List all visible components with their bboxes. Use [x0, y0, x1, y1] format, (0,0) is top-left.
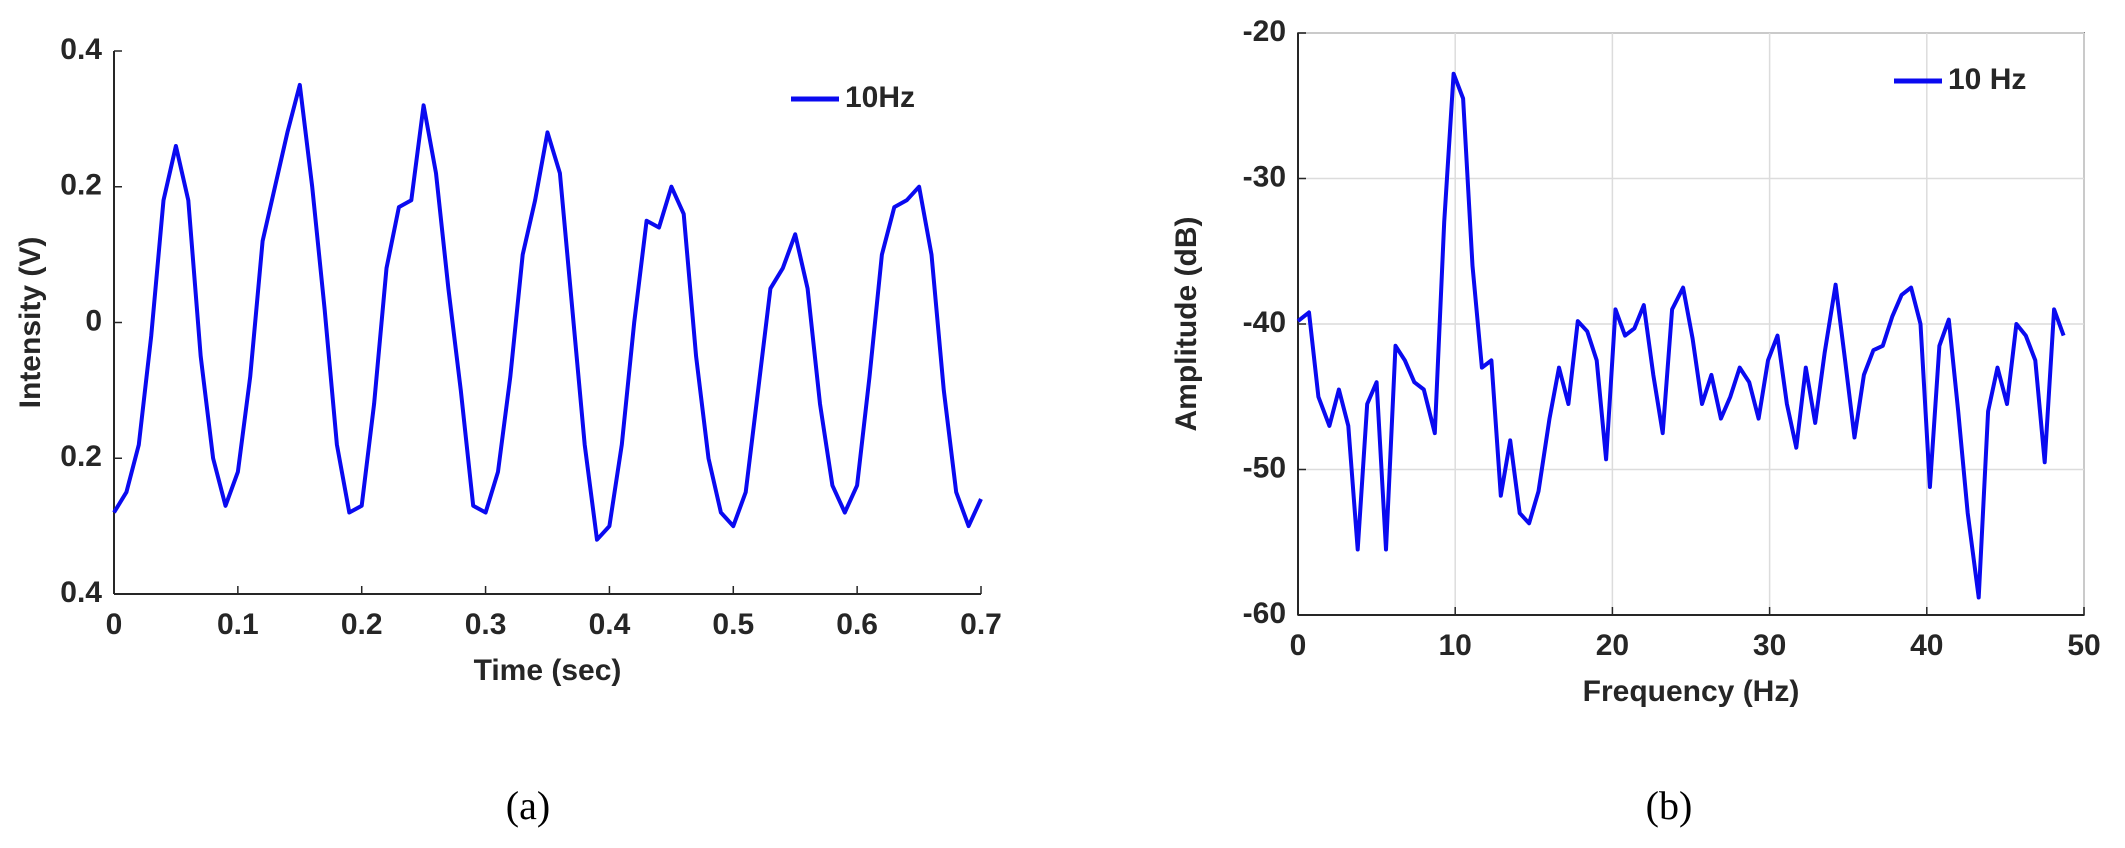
y-tick-label: 0.2 [60, 169, 102, 202]
x-tick-label: 0.7 [960, 608, 1002, 641]
y-tick-label: 0.2 [60, 440, 102, 473]
x-tick-label: 50 [2067, 629, 2100, 662]
x-tick-label: 30 [1753, 629, 1786, 662]
y-tick-label: 0 [85, 304, 102, 337]
x-tick-label: 0 [1290, 629, 1307, 662]
line [1296, 71, 2066, 600]
x-tick-label: 20 [1596, 629, 1629, 662]
x-tick-label: 0.3 [465, 608, 507, 641]
x-tick-label: 40 [1910, 629, 1943, 662]
legend-label: 10Hz [845, 81, 915, 114]
y-tick-label: 0.4 [60, 576, 102, 609]
x-tick-label: 0 [106, 608, 123, 641]
y-axis-label: Amplitude (dB) [1170, 217, 1203, 432]
y-tick-label: 0.4 [60, 33, 102, 66]
caption: (b) [1646, 783, 1693, 828]
y-tick-label: -20 [1243, 15, 1286, 48]
line [112, 82, 983, 542]
x-tick-label: 0.6 [836, 608, 878, 641]
y-tick-label: -60 [1243, 597, 1286, 630]
caption: (a) [506, 783, 550, 828]
y-tick-label: -30 [1243, 160, 1286, 193]
x-tick-label: 0.2 [341, 608, 383, 641]
y-axis-label: Intensity (V) [14, 237, 47, 409]
x-axis-label: Time (sec) [474, 654, 622, 687]
y-tick-label: -40 [1243, 306, 1286, 339]
x-tick-label: 0.4 [589, 608, 631, 641]
legend-label: 10 Hz [1948, 63, 2026, 96]
x-tick-label: 0.5 [712, 608, 754, 641]
x-axis-label: Frequency (Hz) [1583, 675, 1800, 708]
y-tick-label: -50 [1243, 451, 1286, 484]
x-tick-label: 10 [1439, 629, 1472, 662]
x-tick-label: 0.1 [217, 608, 259, 641]
